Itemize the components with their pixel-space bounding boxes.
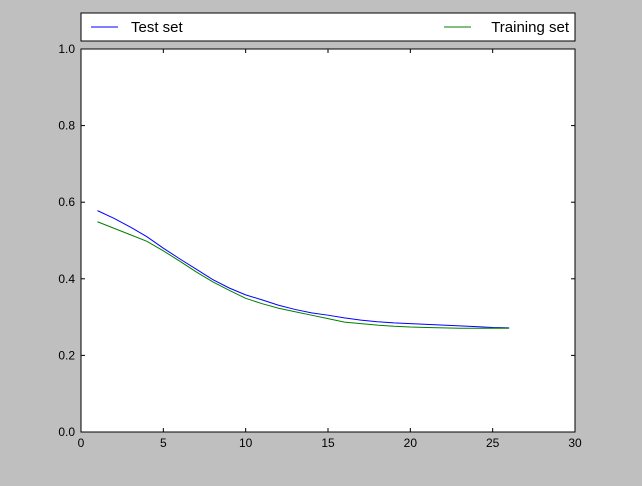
plot-area (81, 49, 575, 432)
x-tick-label: 5 (160, 436, 167, 450)
y-tick-label: 0.2 (58, 348, 75, 362)
series-layer (97, 210, 510, 329)
series-line-test-set (97, 210, 510, 329)
x-tick-label: 10 (239, 436, 253, 450)
x-tick-label: 25 (486, 436, 500, 450)
legend-label-training-set: Training set (491, 19, 570, 36)
x-tick-label: 30 (568, 436, 582, 450)
legend-box (80, 12, 576, 42)
ticks-layer: 0 5 10 15 20 25 30 0.0 0.2 0.4 0.6 0.8 1.0 (58, 42, 582, 450)
y-tick-label: 0.6 (58, 195, 75, 209)
x-tick-label: 15 (321, 436, 335, 450)
y-tick-label: 1.0 (58, 42, 75, 56)
x-tick-label: 20 (404, 436, 418, 450)
legend-label-test-set: Test set (131, 19, 184, 36)
legend: Test set Training set (80, 12, 576, 42)
x-tick-label: 0 (78, 436, 85, 450)
y-tick-label: 0.8 (58, 119, 75, 133)
plot-frame (80, 48, 576, 433)
series-line-training-set (97, 221, 510, 329)
y-tick-label: 0.4 (58, 272, 75, 286)
y-tick-label: 0.0 (58, 425, 75, 439)
